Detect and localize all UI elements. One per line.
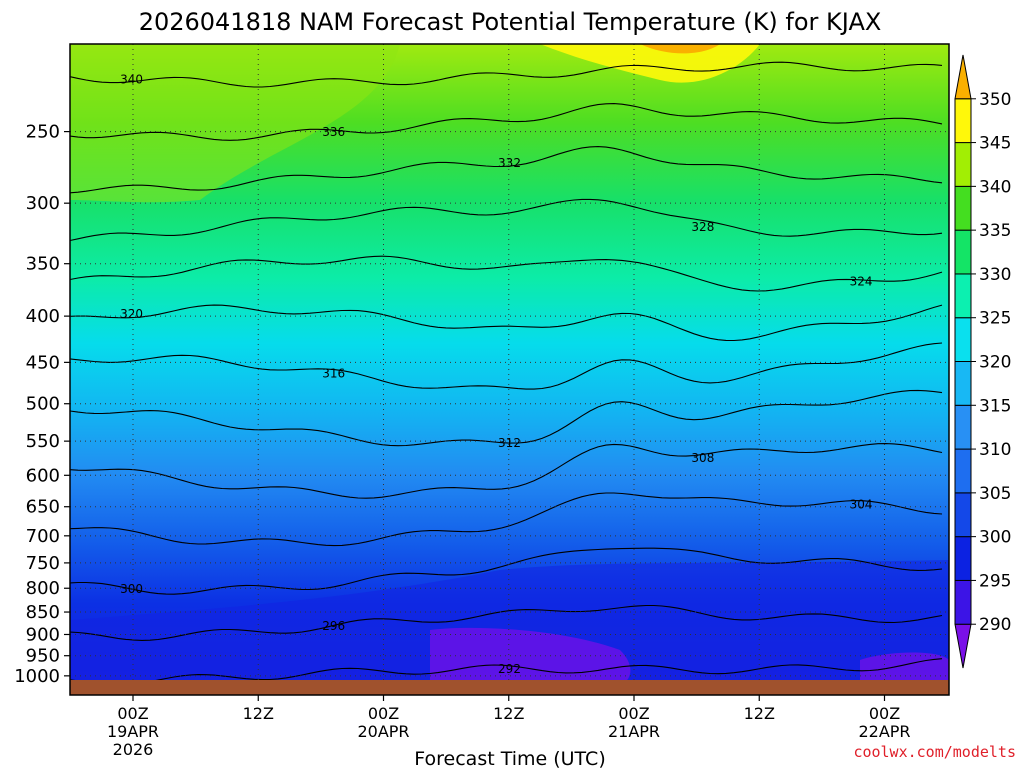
theta-region-345 bbox=[540, 44, 760, 83]
y-axis: 2503003504004505005506006507007508008509… bbox=[14, 122, 70, 687]
contour-label: 300 bbox=[120, 582, 143, 596]
theta-region-292-a bbox=[430, 627, 631, 690]
y-tick-label: 300 bbox=[26, 193, 60, 214]
colorbar-label: 325 bbox=[979, 309, 1011, 329]
x-tick-label: 00Z bbox=[869, 704, 900, 723]
theta-region-350 bbox=[640, 44, 720, 54]
contour-label: 292 bbox=[498, 662, 521, 676]
colorbar-swatch bbox=[954, 229, 972, 275]
colorbar-label: 340 bbox=[979, 177, 1011, 197]
contour-line bbox=[70, 342, 943, 390]
contour-line bbox=[70, 492, 943, 547]
colorbar: 290 295 300 305 310 315 320 325 330 335 340 345 350 bbox=[954, 54, 1011, 669]
y-tick-label: 600 bbox=[26, 465, 60, 486]
y-tick-label: 500 bbox=[26, 394, 60, 415]
y-tick-label: 750 bbox=[26, 553, 60, 574]
y-tick-label: 950 bbox=[26, 646, 60, 667]
colorbar-label: 320 bbox=[979, 353, 1011, 373]
colorbar-swatch bbox=[954, 361, 972, 406]
y-tick-label: 850 bbox=[26, 602, 60, 623]
colorbar-label: 335 bbox=[979, 221, 1011, 241]
colorbar-swatch bbox=[954, 185, 972, 231]
y-tick-label: 900 bbox=[26, 624, 60, 645]
contour-label: 328 bbox=[691, 220, 714, 234]
x-tick-label: 12Z bbox=[493, 704, 524, 723]
plot-frame bbox=[69, 43, 950, 696]
contour-label: 336 bbox=[322, 125, 345, 139]
colorbar-swatch bbox=[954, 536, 972, 581]
contour-label: 332 bbox=[498, 156, 521, 170]
x-tick-label: 00Z bbox=[618, 704, 649, 723]
contour-line bbox=[70, 604, 943, 641]
colorbar-label: 315 bbox=[979, 396, 1011, 416]
contour-line bbox=[70, 198, 943, 242]
x-tick-year: 2026 bbox=[113, 740, 154, 759]
colorbar-swatch bbox=[954, 317, 972, 363]
y-tick-label: 700 bbox=[26, 526, 60, 547]
y-tick-label: 1000 bbox=[14, 666, 60, 687]
colorbar-swatch bbox=[954, 273, 972, 319]
colorbar-label: 350 bbox=[979, 90, 1011, 110]
colorbar-label: 330 bbox=[979, 265, 1011, 285]
contour-label: 296 bbox=[322, 619, 345, 633]
y-tick-label: 650 bbox=[26, 497, 60, 518]
contour-label: 308 bbox=[691, 451, 714, 465]
y-tick-label: 250 bbox=[26, 122, 60, 143]
y-tick-label: 350 bbox=[26, 254, 60, 275]
colorbar-label: 345 bbox=[979, 134, 1011, 154]
contour-labels: 340 336 332 328 324 320 316 312 308 304 300 296 292 bbox=[120, 73, 873, 676]
x-axis-label: Forecast Time (UTC) bbox=[414, 748, 605, 768]
chart-title: 2026041818 NAM Forecast Potential Temper… bbox=[139, 8, 882, 36]
x-tick-date: 22APR bbox=[858, 722, 910, 741]
colorbar-swatch bbox=[954, 623, 972, 669]
credit-text: coolwx.com/modelts bbox=[853, 743, 1016, 761]
contour-line bbox=[70, 443, 943, 499]
plot-area: 340 336 332 328 324 320 316 312 308 304 300 296 292 bbox=[70, 44, 949, 695]
colorbar-swatch bbox=[954, 54, 972, 100]
contour-label: 316 bbox=[322, 366, 345, 380]
contour-line bbox=[70, 146, 943, 194]
ground-strip bbox=[70, 680, 949, 695]
colorbar-label: 305 bbox=[979, 484, 1011, 504]
grid-lines bbox=[70, 44, 949, 695]
theta-region-340 bbox=[70, 44, 400, 203]
colorbar-swatch bbox=[954, 142, 972, 187]
contour-label: 312 bbox=[498, 436, 521, 450]
contour-label: 340 bbox=[120, 73, 143, 87]
x-tick-date: 20APR bbox=[357, 722, 409, 741]
colorbar-swatch bbox=[954, 98, 972, 144]
contour-line bbox=[70, 61, 943, 88]
theta-region-296 bbox=[70, 560, 949, 695]
contour-line bbox=[70, 658, 943, 686]
contour-label: 324 bbox=[850, 274, 873, 288]
contour-line bbox=[70, 389, 943, 447]
x-tick-label: 12Z bbox=[243, 704, 274, 723]
x-tick-label: 00Z bbox=[117, 704, 148, 723]
y-tick-label: 450 bbox=[26, 352, 60, 373]
colorbar-label: 300 bbox=[979, 528, 1011, 548]
colorbar-swatch bbox=[954, 579, 972, 625]
contour-label: 320 bbox=[120, 307, 143, 321]
contour-label: 304 bbox=[850, 498, 873, 512]
x-tick-date: 19APR bbox=[107, 722, 159, 741]
colorbar-swatch bbox=[954, 492, 972, 538]
x-tick-label: 00Z bbox=[368, 704, 399, 723]
colorbar-swatch bbox=[954, 448, 972, 494]
y-tick-label: 400 bbox=[26, 306, 60, 327]
colorbar-label: 290 bbox=[979, 615, 1011, 635]
x-tick-label: 12Z bbox=[744, 704, 775, 723]
colorbar-swatch bbox=[954, 404, 972, 450]
colorbar-label: 295 bbox=[979, 571, 1011, 591]
y-tick-label: 550 bbox=[26, 431, 60, 452]
contour-line bbox=[70, 304, 943, 342]
y-tick-label: 800 bbox=[26, 578, 60, 599]
contour-line bbox=[70, 103, 943, 141]
x-tick-date: 21APR bbox=[608, 722, 660, 741]
colorbar-label: 310 bbox=[979, 440, 1011, 460]
